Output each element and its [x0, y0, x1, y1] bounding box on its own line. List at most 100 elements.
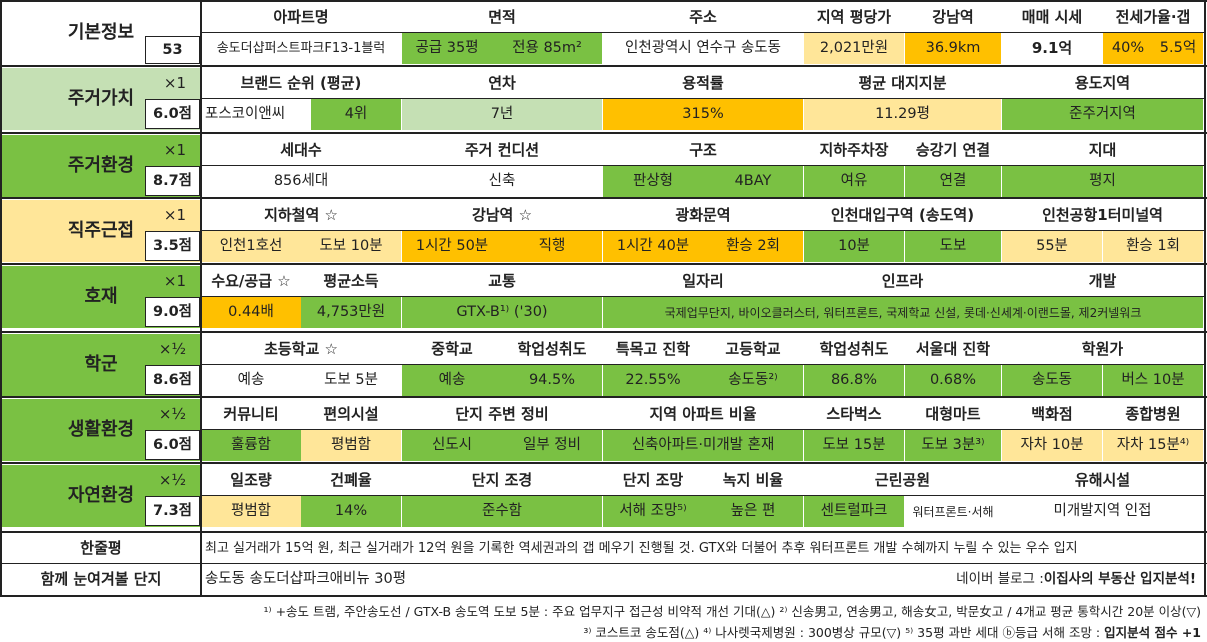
column-value: 신축 [402, 166, 602, 197]
column-header: 세대수 [280, 140, 322, 159]
column-header: 백화점 [1031, 404, 1073, 423]
column-header: 인천공항1터미널역 [1042, 205, 1163, 224]
basic-header: 아파트명 [273, 7, 329, 26]
grid-line [0, 331, 1207, 333]
sale-price: 9.1억 [1031, 39, 1073, 57]
column-value: 서해 조망⁵⁾ [603, 496, 703, 527]
column-header: 개발 [1088, 271, 1117, 290]
area-supply: 공급 35평 [402, 33, 492, 64]
column-value: 송도동 [1002, 365, 1102, 396]
category-score: 8.6점 [145, 365, 200, 395]
column-value: 국제업무단지, 바이오클러스터, 워터프론트, 국제학교 신설, 롯데·신세계·… [603, 297, 1203, 328]
column-header: 수요/공급 ☆ [211, 271, 291, 290]
basic-header: 면적 [488, 7, 516, 26]
grid-line [1204, 0, 1206, 596]
column-header: 단지 조경 [471, 470, 533, 489]
column-value: 연결 [905, 166, 1001, 197]
column-header: 대형마트 [925, 404, 981, 423]
footnote-line-2: ³⁾ 코스트코 송도점(△) ⁴⁾ 나사렛국제병원 : 300병상 규모(▽) … [583, 622, 1201, 641]
column-value: 센트럴파크 [804, 496, 904, 527]
column-header: 학업성취도 [517, 339, 587, 358]
address: 인천광역시 연수구 송도동 [625, 40, 781, 57]
basic-info-label: 기본정보 [67, 22, 135, 43]
blog-name[interactable]: 이집사의 부동산 입지분석! [1043, 570, 1196, 587]
column-value: 일부 정비 [502, 430, 602, 461]
column-header: 평균소득 [323, 271, 379, 290]
column-value: 평범함 [301, 430, 401, 461]
grid-line [200, 0, 202, 596]
category-multiplier: ×½ [158, 404, 186, 423]
column-value: 7년 [402, 99, 602, 130]
column-value: 예송 [201, 365, 301, 396]
column-value: 평지 [1002, 166, 1203, 197]
column-value: 자차 10분 [1002, 430, 1102, 461]
column-header: 중학교 [431, 339, 473, 358]
column-header: 광화문역 [675, 205, 731, 224]
grid-line [0, 0, 2, 596]
grid-line [0, 263, 1207, 265]
grid-line [201, 165, 1204, 166]
category-multiplier: ×1 [163, 140, 186, 159]
grid-line [201, 495, 1204, 496]
column-value: 신축아파트·미개발 혼재 [603, 430, 803, 461]
column-header: 용적률 [682, 73, 724, 92]
column-value: 포스코이앤씨 [201, 99, 311, 130]
column-value: 도보 5분 [301, 365, 401, 396]
column-header: 특목고 진학 [615, 339, 691, 358]
footnote-line-1: ¹⁾ +송도 트램, 주안송도선 / GTX-B 송도역 도보 5분 : 주요 … [263, 604, 1201, 619]
column-value: 평범함 [201, 496, 301, 527]
column-value: 예송 [402, 365, 502, 396]
column-value: 10분 [804, 231, 904, 262]
column-value: 22.55% [603, 365, 703, 396]
column-header: 녹지 비율 [722, 470, 784, 489]
column-header: 일자리 [682, 271, 724, 290]
column-value: 1시간 50분 [402, 231, 502, 262]
category-score: 8.7점 [145, 166, 200, 196]
column-header: 교통 [488, 271, 516, 290]
basic-header: 전세가율·갭 [1115, 7, 1191, 26]
footnote-bonus: 입지분석 점수 +1 [1104, 625, 1201, 640]
column-header: 인프라 [881, 271, 924, 290]
column-value: 송도동²⁾ [703, 365, 803, 396]
jeonse-ratio: 40% [1103, 33, 1153, 64]
column-header: 초등학교 ☆ [264, 339, 338, 358]
gap: 5.5억 [1153, 33, 1203, 64]
column-header: 종합병원 [1125, 404, 1181, 423]
column-value: 94.5% [502, 365, 602, 396]
listing-number: 53 [145, 36, 200, 64]
grid-line [201, 429, 1204, 430]
column-header: 브랜드 순위 (평균) [240, 73, 362, 92]
category-score: 7.3점 [145, 496, 200, 526]
column-header: 지대 [1088, 140, 1117, 159]
column-header: 강남역 ☆ [471, 205, 533, 224]
grid-line [201, 98, 1204, 99]
grid-line [0, 396, 1207, 398]
grid-line [0, 0, 1207, 2]
column-header: 스타벅스 [826, 404, 882, 423]
column-value: 환승 2회 [703, 231, 803, 262]
column-value: 미개발지역 인접 [1002, 496, 1203, 527]
column-value: 자차 15분⁴⁾ [1103, 430, 1203, 461]
column-value: 버스 10분 [1103, 365, 1203, 396]
column-value: 신도시 [402, 430, 502, 461]
blog-prefix: 네이버 블로그 : [956, 570, 1044, 587]
column-header: 학원가 [1081, 339, 1124, 358]
column-value: 도보 10분 [301, 231, 401, 262]
column-header: 학업성취도 [819, 339, 889, 358]
compare-label: 함께 눈여겨볼 단지 [40, 570, 162, 588]
column-header: 인천대입구역 (송도역) [830, 205, 975, 224]
apartment-name: 송도더샵퍼스트파크F13-1블럭 [216, 41, 386, 56]
column-value: 86.8% [804, 365, 904, 396]
grid-line [0, 595, 1207, 597]
column-value: 환승 1회 [1103, 231, 1203, 262]
basic-header: 강남역 [932, 7, 974, 26]
compare-complex: 송도동 송도더샵파크애비뉴 30평 [205, 571, 407, 588]
column-value: 여유 [804, 166, 904, 197]
column-value: 55분 [1002, 231, 1102, 262]
column-header: 지역 아파트 비율 [649, 404, 757, 423]
category-multiplier: ×1 [163, 271, 186, 290]
column-header: 용도지역 [1074, 73, 1131, 92]
column-header: 유해시설 [1074, 470, 1131, 489]
column-value: 준수함 [402, 496, 602, 527]
column-value: 315% [603, 99, 803, 130]
